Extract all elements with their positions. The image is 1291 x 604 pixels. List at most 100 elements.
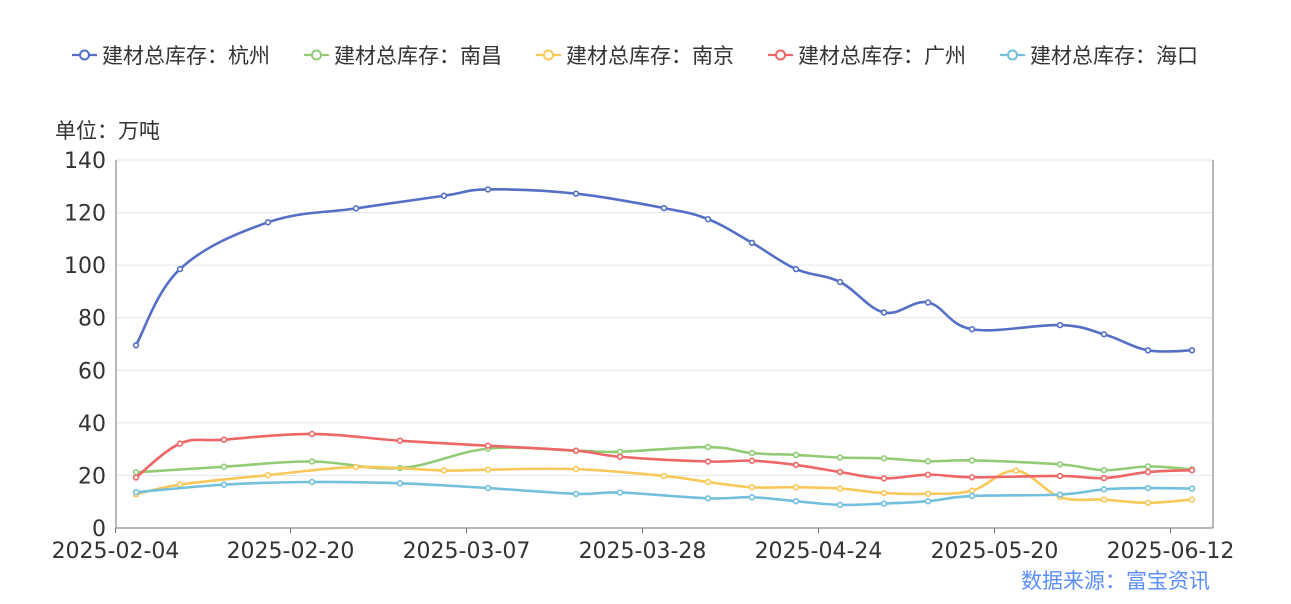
data-point [836, 468, 844, 476]
data-point [572, 465, 580, 473]
data-point [1100, 496, 1108, 503]
data-point [880, 489, 888, 497]
data-point [308, 430, 316, 438]
data-point [572, 190, 580, 197]
y-tick-label: 140 [64, 149, 106, 174]
data-point [748, 239, 756, 247]
data-point [924, 299, 932, 306]
data-point [704, 478, 712, 486]
data-point [440, 467, 448, 474]
data-point [1012, 467, 1020, 474]
series-line [134, 465, 1194, 505]
data-point [836, 485, 844, 492]
data-point [484, 442, 492, 449]
data-point [748, 484, 756, 491]
data-point [308, 458, 316, 465]
data-point [924, 458, 932, 465]
data-point [1100, 331, 1108, 338]
y-tick-label: 20 [78, 464, 106, 489]
data-point [880, 500, 888, 507]
y-tick-label: 40 [78, 412, 106, 437]
y-tick-label: 100 [64, 254, 106, 279]
data-point [704, 458, 712, 465]
data-point [396, 437, 404, 444]
data-point [616, 489, 624, 496]
x-tick-label: 2025-02-20 [227, 539, 355, 564]
data-point [572, 490, 580, 498]
data-point [220, 436, 228, 443]
legend-marker [79, 49, 90, 61]
data-point [1188, 485, 1196, 492]
y-tick-label: 0 [92, 517, 106, 542]
unit-label: 单位：万吨 [55, 119, 160, 143]
x-tick-label: 2025-05-20 [931, 539, 1059, 564]
data-point [1100, 466, 1108, 474]
data-point [396, 480, 404, 487]
data-point [704, 215, 712, 223]
data-point [968, 326, 976, 333]
data-point [264, 219, 272, 226]
y-tick-label: 80 [78, 307, 106, 332]
data-point [968, 492, 976, 500]
source-label: 数据来源：富宝资讯 [1021, 569, 1210, 593]
series-line [134, 480, 1194, 507]
data-point [968, 474, 976, 481]
data-point [1144, 468, 1152, 476]
data-point [1188, 496, 1196, 503]
x-tick-label: 2025-03-28 [579, 539, 707, 564]
data-point [924, 471, 932, 478]
legend-marker [311, 49, 322, 61]
data-point [132, 342, 140, 349]
data-point [1188, 347, 1196, 354]
data-point [924, 497, 932, 505]
data-point [1144, 484, 1152, 492]
legend-label: 建材总库存：南昌 [334, 44, 502, 68]
data-point [308, 478, 316, 486]
x-tick-label: 2025-04-24 [755, 539, 883, 564]
data-point [792, 451, 800, 459]
data-point [836, 278, 844, 286]
legend-label: 建材总库存：南京 [566, 44, 734, 68]
data-point [1144, 463, 1152, 470]
data-point [880, 455, 888, 462]
data-point [440, 192, 448, 199]
data-point [220, 481, 228, 488]
data-point [836, 501, 844, 509]
data-point [836, 454, 844, 461]
data-point [352, 205, 360, 212]
data-point [1144, 347, 1152, 354]
x-tick-label: 2025-02-04 [52, 539, 180, 564]
y-tick-label: 120 [64, 202, 106, 227]
legend-marker [543, 49, 554, 61]
data-point [1188, 466, 1196, 474]
y-tick-label: 60 [78, 359, 106, 384]
data-point [1100, 474, 1108, 482]
data-point [792, 484, 800, 491]
data-point [1056, 491, 1064, 498]
data-point [176, 265, 184, 273]
legend-label: 建材总库存：海口 [1030, 44, 1198, 68]
data-point [484, 186, 492, 193]
data-point [748, 449, 756, 457]
data-point [880, 475, 888, 482]
data-point [748, 494, 756, 501]
data-point [968, 487, 976, 494]
legend-label: 建材总库存：杭州 [102, 44, 270, 68]
data-point [792, 265, 800, 273]
x-tick-label: 2025-06-12 [1107, 539, 1235, 564]
data-point [176, 481, 184, 488]
data-point [704, 443, 712, 451]
data-point [352, 463, 360, 471]
data-point [176, 440, 184, 447]
data-point [220, 463, 228, 470]
data-point [484, 484, 492, 492]
data-point [1144, 499, 1152, 506]
data-point [968, 457, 976, 464]
data-point [704, 495, 712, 502]
data-point [1056, 321, 1064, 329]
series-line [134, 188, 1194, 353]
data-point [1056, 472, 1064, 480]
legend-marker [1007, 49, 1018, 61]
data-point [924, 490, 932, 498]
